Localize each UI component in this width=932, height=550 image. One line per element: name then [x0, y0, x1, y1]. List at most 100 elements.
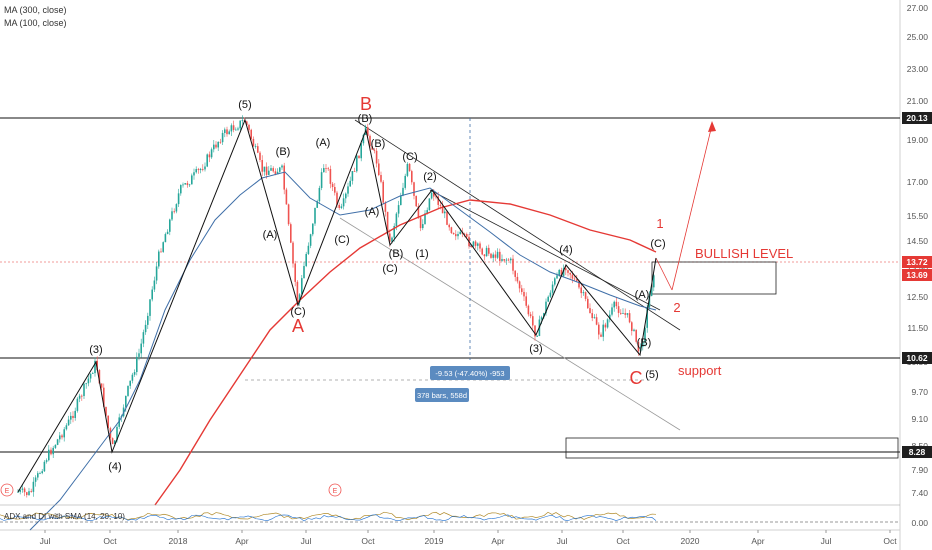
- wave-labels: (3) (4) (5) (B) (A) (C) (A) (C) (B) (C) (B) (A) (B) (…: [89, 99, 665, 473]
- candle: [215, 141, 217, 149]
- wave-label: (4): [108, 461, 121, 473]
- candle: [604, 322, 607, 332]
- candle: [406, 162, 409, 178]
- price-tag: 13.72: [902, 256, 932, 268]
- candle: [437, 192, 439, 209]
- candle: [551, 281, 554, 296]
- candle: [428, 198, 431, 211]
- candle: [301, 275, 303, 297]
- candle: [521, 284, 523, 295]
- candle: [32, 477, 35, 497]
- price-tag: 20.13: [902, 112, 932, 124]
- candle: [129, 380, 131, 389]
- candle: [633, 328, 635, 332]
- time-axis-ticks: Jul Oct 2018 Apr Jul Oct 2019 Apr Jul Oct 2020 Apr J…: [40, 530, 897, 546]
- event-marker-2[interactable]: E: [328, 483, 342, 497]
- candle: [191, 173, 193, 185]
- candle: [83, 382, 85, 399]
- candle: [34, 475, 37, 487]
- candle: [127, 385, 129, 397]
- candle: [265, 162, 268, 179]
- candle: [635, 329, 637, 344]
- candle: [624, 308, 626, 319]
- candle: [331, 181, 334, 191]
- candle: [144, 320, 147, 335]
- y-tick-label: 17.00: [907, 177, 929, 187]
- candle: [235, 127, 237, 131]
- legend-ma100[interactable]: MA (100, close): [4, 18, 67, 28]
- candle: [481, 247, 483, 256]
- candle: [323, 164, 325, 173]
- candle: [545, 298, 547, 316]
- candle: [202, 164, 204, 172]
- candle: [382, 180, 384, 205]
- candle: [173, 208, 175, 214]
- candle: [272, 166, 274, 173]
- wave-label: (C): [402, 151, 417, 163]
- candle: [30, 488, 32, 493]
- adx-legend[interactable]: ADX and DI with SMA (14, 20, 10): [4, 512, 125, 521]
- candle: [39, 471, 41, 475]
- candle: [89, 373, 92, 383]
- candle: [628, 309, 631, 324]
- projection-down: [655, 257, 673, 291]
- x-tick-label: Oct: [361, 536, 375, 546]
- candle: [340, 203, 343, 210]
- candle: [63, 427, 65, 442]
- candle: [241, 115, 244, 125]
- wave-2-label: 2: [673, 300, 680, 315]
- measure-change-box: -9.53 (-47.40%) -953: [430, 366, 510, 380]
- event-marker-1[interactable]: E: [0, 483, 14, 497]
- x-tick-label: 2019: [425, 536, 444, 546]
- candle: [422, 219, 424, 231]
- legend-ma300[interactable]: MA (300, close): [4, 5, 67, 15]
- candle: [28, 487, 30, 496]
- candle: [72, 411, 74, 423]
- candle: [514, 270, 516, 282]
- bullish-box: [651, 261, 777, 295]
- price-tags: 20.13 13.72 13.69 10.62 8.28: [902, 112, 932, 458]
- candles-layer: [17, 115, 655, 498]
- candle: [43, 460, 46, 472]
- candle: [226, 126, 228, 137]
- candle: [305, 251, 307, 268]
- candle: [158, 249, 160, 269]
- wave-1-label: 1: [656, 216, 663, 231]
- candle: [474, 240, 477, 249]
- candle: [512, 254, 514, 275]
- candle: [259, 151, 261, 163]
- y-tick-label: 15.50: [907, 211, 929, 221]
- x-tick-label: 2018: [169, 536, 188, 546]
- candle: [479, 241, 481, 252]
- wave-label: (B): [389, 248, 404, 260]
- candle: [140, 338, 142, 358]
- big-a-label: A: [292, 316, 304, 336]
- candle: [349, 176, 351, 187]
- candle: [257, 143, 259, 154]
- y-tick-label: 9.70: [911, 387, 928, 397]
- candle: [496, 248, 499, 260]
- candle: [393, 223, 395, 242]
- candle: [219, 138, 222, 144]
- y-tick-label: 14.50: [907, 236, 929, 246]
- svg-text:10.62: 10.62: [906, 353, 928, 363]
- candle: [567, 269, 569, 277]
- candle: [327, 166, 329, 171]
- candle: [338, 202, 340, 210]
- candle: [452, 232, 455, 235]
- wave-label: (1): [415, 248, 428, 260]
- candle: [248, 123, 250, 133]
- y-tick-label: 7.40: [911, 488, 928, 498]
- candle: [142, 329, 145, 348]
- candle: [50, 447, 52, 456]
- candle: [455, 230, 457, 241]
- candle: [580, 282, 582, 298]
- x-tick-label: Apr: [491, 536, 504, 546]
- candle: [195, 166, 197, 174]
- candle: [444, 208, 446, 219]
- candle: [527, 304, 530, 317]
- wave-label: (A): [316, 137, 331, 149]
- candle: [375, 147, 378, 168]
- candle: [582, 290, 585, 296]
